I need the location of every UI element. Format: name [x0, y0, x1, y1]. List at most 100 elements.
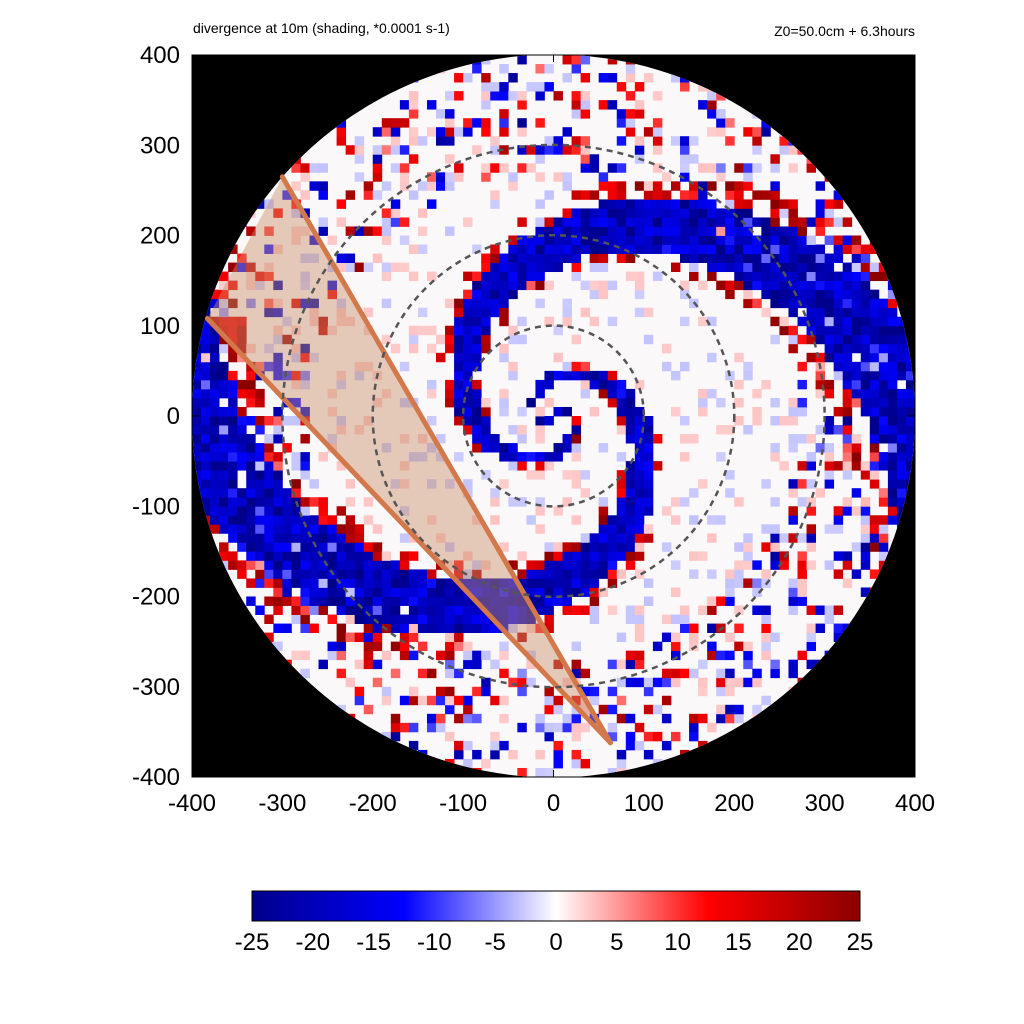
- field-cell: [580, 217, 591, 227]
- field-cell: [887, 325, 898, 336]
- field-cell: [526, 163, 536, 173]
- field-cell: [499, 262, 509, 273]
- field-cell: [291, 542, 301, 552]
- field-cell: [878, 271, 889, 282]
- field-cell: [336, 370, 347, 381]
- field-cell: [553, 596, 563, 606]
- field-cell: [689, 713, 699, 724]
- field-cell: [806, 524, 816, 534]
- field-cell: [300, 596, 310, 606]
- field-cell: [381, 298, 392, 309]
- field-cell: [481, 677, 491, 688]
- field-cell: [743, 208, 753, 218]
- field-cell: [345, 479, 356, 489]
- field-cell: [237, 497, 247, 507]
- field-cell: [300, 370, 310, 381]
- field-cell: [580, 578, 591, 588]
- field-cell: [390, 596, 401, 606]
- field-cell: [896, 479, 907, 489]
- field-cell: [408, 136, 419, 146]
- field-cell: [779, 560, 789, 570]
- field-cell: [598, 181, 609, 191]
- field-cell: [390, 668, 401, 679]
- field-cell: [490, 740, 500, 751]
- field-cell: [228, 406, 238, 417]
- field-cell: [463, 479, 473, 489]
- field-cell: [499, 388, 509, 399]
- field-cell: [571, 100, 582, 110]
- field-cell: [607, 722, 618, 733]
- field-cell: [517, 253, 527, 263]
- field-cell: [363, 181, 374, 191]
- colorbar-tick-label: 5: [610, 929, 623, 956]
- field-cell: [625, 731, 636, 742]
- field-cell: [553, 352, 563, 363]
- field-cell: [842, 461, 853, 471]
- field-cell: [851, 397, 862, 408]
- field-cell: [454, 91, 464, 101]
- field-cell: [643, 488, 654, 498]
- chart-subtitle: Z0=50.0cm + 6.3hours: [774, 23, 915, 39]
- field-cell: [390, 587, 401, 597]
- field-cell: [363, 596, 374, 606]
- field-cell: [363, 704, 374, 715]
- field-cell: [463, 740, 473, 751]
- field-cell: [463, 118, 473, 128]
- field-cell: [445, 641, 455, 652]
- field-cell: [869, 524, 880, 534]
- field-cell: [309, 569, 319, 579]
- field-cell: [797, 461, 807, 471]
- field-cell: [481, 316, 491, 327]
- field-cell: [562, 370, 572, 381]
- field-cell: [544, 605, 554, 615]
- field-cell: [354, 578, 365, 588]
- field-cell: [517, 767, 527, 777]
- field-cell: [399, 551, 410, 561]
- field-cell: [779, 199, 789, 209]
- field-cell: [463, 127, 473, 137]
- field-cell: [589, 551, 600, 561]
- field-cell: [643, 199, 654, 209]
- field-cell: [770, 244, 780, 254]
- field-cell: [797, 289, 807, 300]
- field-cell: [589, 614, 600, 624]
- field-cell: [309, 352, 319, 363]
- field-cell: [472, 118, 482, 128]
- field-cell: [499, 64, 509, 74]
- field-cell: [833, 605, 844, 615]
- field-cell: [490, 82, 500, 92]
- field-cell: [499, 587, 509, 597]
- field-cell: [887, 434, 898, 444]
- field-cell: [689, 551, 699, 561]
- field-cell: [589, 686, 600, 697]
- field-cell: [300, 226, 310, 236]
- field-cell: [490, 578, 500, 588]
- field-cell: [652, 118, 663, 128]
- field-cell: [625, 425, 636, 435]
- field-cell: [571, 416, 582, 426]
- field-cell: [725, 217, 735, 227]
- field-cell: [734, 713, 744, 724]
- field-cell: [291, 370, 301, 381]
- field-cell: [842, 560, 853, 570]
- field-cell: [571, 55, 582, 65]
- field-cell: [788, 578, 798, 588]
- field-cell: [192, 406, 202, 417]
- field-cell: [553, 217, 563, 227]
- field-cell: [445, 695, 455, 706]
- field-cell: [255, 361, 265, 372]
- field-cell: [499, 289, 509, 300]
- field-cell: [779, 289, 789, 300]
- field-cell: [878, 343, 889, 354]
- field-cell: [499, 650, 509, 661]
- field-cell: [228, 425, 238, 435]
- field-cell: [643, 452, 654, 462]
- field-cell: [643, 73, 654, 83]
- field-cell: [481, 650, 491, 661]
- field-cell: [481, 289, 491, 300]
- field-cell: [851, 569, 862, 579]
- field-cell: [598, 524, 609, 534]
- field-cell: [860, 370, 871, 381]
- field-cell: [408, 722, 419, 733]
